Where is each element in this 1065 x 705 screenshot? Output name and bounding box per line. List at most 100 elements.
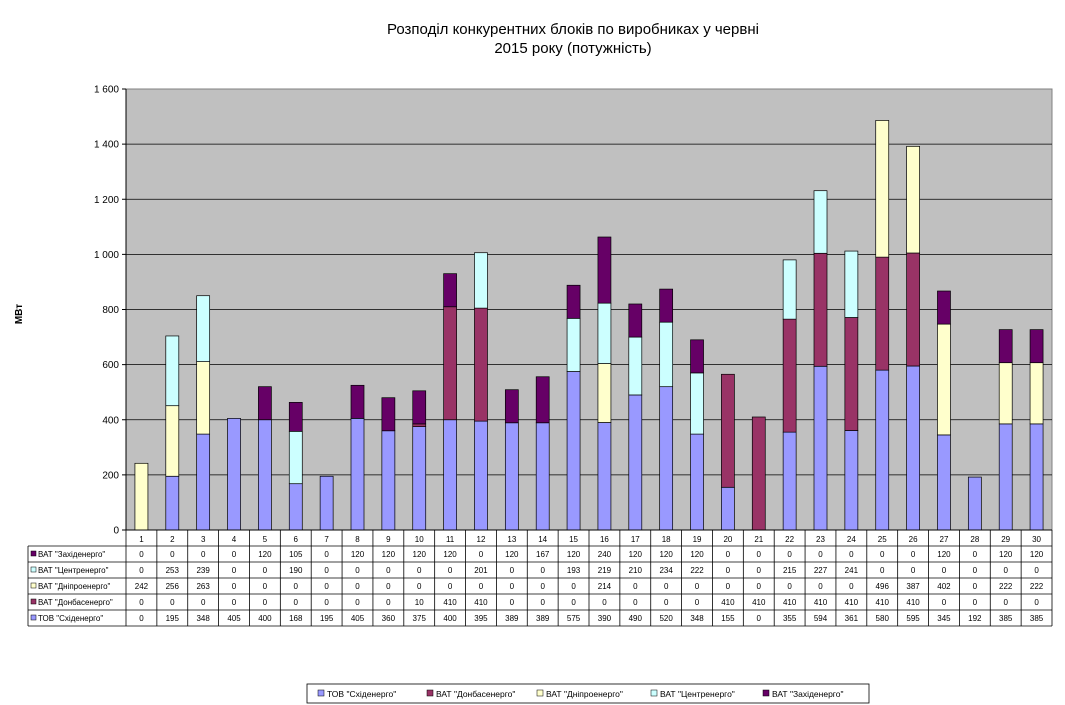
table-legend-key [30,550,37,557]
table-cell-value: 120 [413,550,427,559]
table-cell-value: 0 [139,598,144,607]
table-cell-value: 0 [726,566,731,575]
chart-title: Розподіл конкурентних блоків по виробник… [387,21,759,57]
legend-box [306,683,870,704]
table-legend-key [30,566,37,573]
table-cell-value: 0 [294,598,299,607]
bar-segment [782,431,797,531]
table-cell-value: 0 [170,598,175,607]
table-cell-value: 361 [845,614,859,623]
x-category-label: 4 [232,535,237,544]
table-cell-value: 0 [417,582,422,591]
y-tick-label: 1 000 [94,250,119,261]
legend-label: ВАТ "Західенерго" [772,689,843,699]
x-category-label: 29 [1001,535,1010,544]
bar-segment [875,256,890,371]
table-cell-value: 120 [937,550,951,559]
table-cell-value: 105 [289,550,303,559]
table-legend-key [30,582,37,589]
bar-segment [196,361,211,435]
x-category-label: 2 [170,535,175,544]
bar-segment [628,394,643,531]
bar-segment [875,369,890,531]
table-cell-value: 0 [973,598,978,607]
bar-segment [443,306,457,421]
table-cell-value: 195 [320,614,334,623]
table-cell-value: 0 [263,598,268,607]
table-cell-value: 120 [1030,550,1044,559]
bar-segment [659,321,674,388]
bar-segment [906,145,920,254]
table-legend-key [30,598,37,605]
x-category-label: 19 [693,535,702,544]
bar-segment [196,295,211,362]
table-legend-key [30,614,37,621]
x-category-label: 14 [538,535,547,544]
legend: ТОВ "Східенерго" ВАТ "Донбасенерго" ВАТ "Д… [306,683,870,704]
table-cell-value: 410 [876,598,890,607]
y-tick-label: 800 [102,305,119,316]
legend-label: ВАТ "Донбасенерго" [436,689,515,699]
bar-segment [628,336,643,396]
y-tick-label: 600 [102,360,119,371]
y-axis-label: МВт [14,304,25,324]
legend-swatch [650,689,658,697]
bar-segment [350,418,365,531]
bar-segment [782,318,797,433]
table-cell-value: 345 [937,614,951,623]
legend-swatch [536,689,544,697]
table-cell-value: 222 [1030,582,1044,591]
bar-segment [381,397,396,432]
table-cell-value: 263 [196,582,210,591]
table-cell-value: 210 [629,566,643,575]
x-category-label: 28 [970,535,979,544]
x-category-label: 3 [201,535,206,544]
table-cell-value: 410 [474,598,488,607]
chart-title-line: Розподіл конкурентних блоків по виробник… [387,21,759,38]
table-cell-value: 167 [536,550,550,559]
table-cell-value: 348 [690,614,704,623]
table-cell-value: 240 [598,550,612,559]
table-cell-value: 0 [201,598,206,607]
table-row-label: ВАТ "Донбасенерго" [38,598,113,607]
table-cell-value: 410 [443,598,457,607]
table-cell-value: 0 [540,566,545,575]
x-category-label: 27 [940,535,949,544]
table-cell-value: 0 [757,582,762,591]
bar-segment [412,423,427,427]
bar-segment [721,373,735,488]
table-cell-value: 389 [505,614,519,623]
x-category-label: 10 [415,535,424,544]
bar-segment [258,419,272,531]
table-cell-value: 410 [783,598,797,607]
bar-segment [597,236,612,304]
table-cell-value: 0 [386,598,391,607]
table-cell-value: 0 [1003,566,1008,575]
table-cell-value: 0 [324,582,329,591]
table-row-label: ВАТ "Західенерго" [38,550,105,559]
bar-segment [690,339,704,374]
table-cell-value: 256 [166,582,180,591]
x-category-label: 22 [785,535,794,544]
table-cell-value: 0 [324,566,329,575]
table-cell-value: 0 [726,550,731,559]
table-cell-value: 0 [571,598,576,607]
chart-title-line: 2015 року (потужність) [494,40,651,57]
bar-segment [412,426,427,531]
table-cell-value: 0 [386,582,391,591]
x-category-label: 5 [263,535,268,544]
table-cell-value: 0 [324,598,329,607]
bar-segment [937,434,951,531]
table-cell-value: 580 [876,614,890,623]
table-cell-value: 0 [726,582,731,591]
x-category-label: 15 [569,535,578,544]
table-cell-value: 0 [818,550,823,559]
bar-segment [844,317,859,431]
x-category-label: 26 [909,535,918,544]
table-cell-value: 410 [814,598,828,607]
bar-segment [474,420,488,531]
table-cell-value: 0 [294,582,299,591]
table-cell-value: 595 [906,614,920,623]
bar-segment [690,433,704,531]
bar-segment [782,259,797,320]
